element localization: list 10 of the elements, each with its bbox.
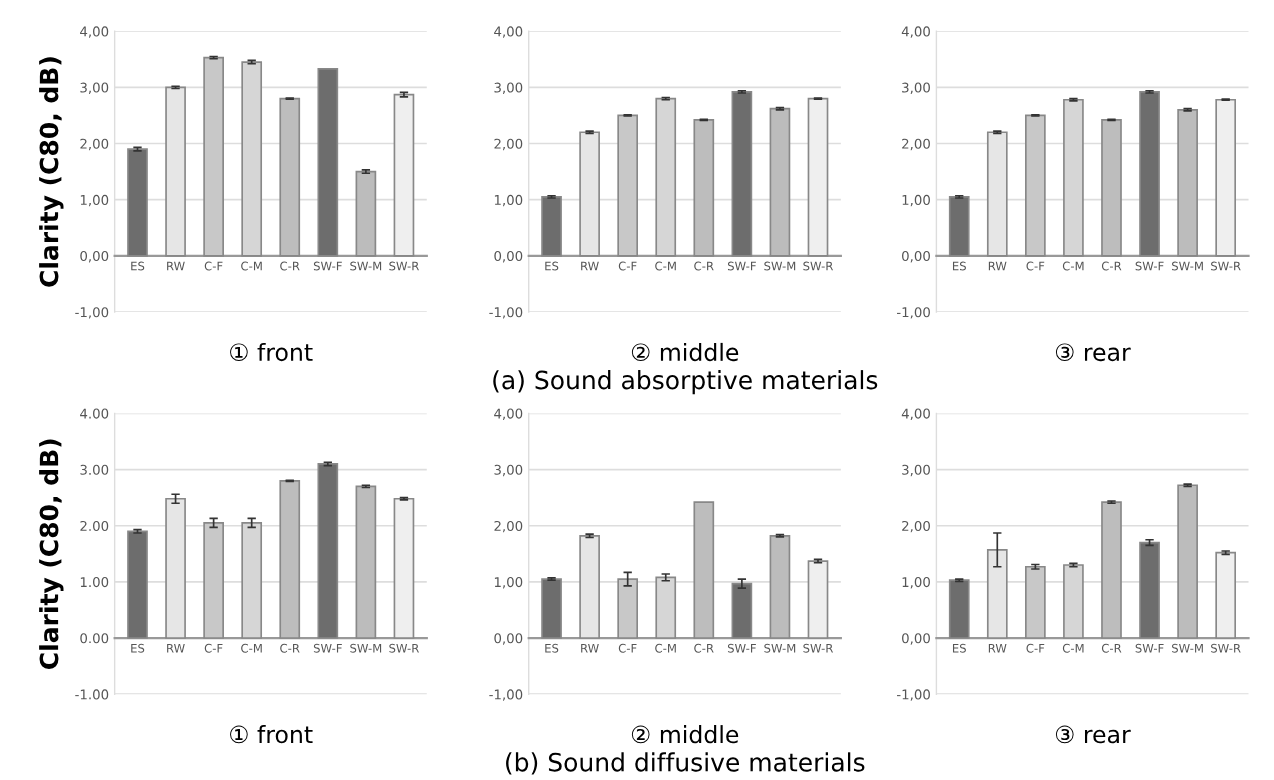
text: (b) Sound diffusive materials bbox=[506, 752, 865, 775]
x-axis-title: ① front bbox=[230, 725, 313, 744]
y-axis-title: Clarity (C80, dB) bbox=[39, 439, 64, 669]
text: (a) Sound absorptive materials bbox=[493, 370, 878, 395]
x-axis-title: ② middle bbox=[631, 725, 739, 744]
x-axis-title: ③ rear bbox=[1055, 725, 1131, 744]
x-axis-title: ③ rear bbox=[1055, 343, 1131, 362]
x-axis-title: ① front bbox=[230, 342, 313, 362]
x-axis-title: ② middle bbox=[631, 342, 739, 362]
y-axis-title: Clarity (C80, dB) bbox=[39, 57, 64, 287]
